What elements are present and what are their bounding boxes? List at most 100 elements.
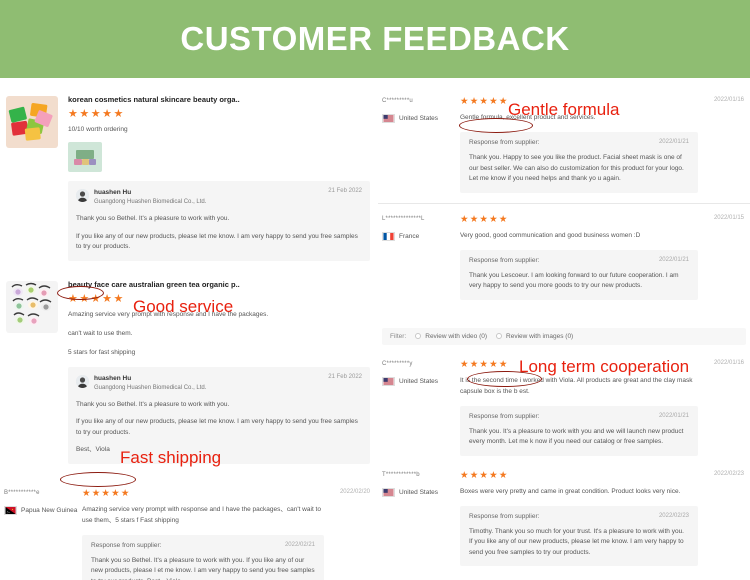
response-date: 2022/01/21 bbox=[658, 412, 689, 419]
product-title[interactable]: korean cosmetics natural skincare beauty… bbox=[68, 95, 240, 104]
review-text: It is the second time i worked with Viol… bbox=[460, 376, 693, 395]
rating-stars: ★★★★★ bbox=[460, 96, 509, 107]
reviewer-country: France bbox=[399, 232, 420, 240]
avatar bbox=[76, 189, 89, 202]
reviewer-username: C*********y bbox=[382, 360, 413, 367]
supplier-response: 2022/01/21 Response from supplier: Thank… bbox=[460, 132, 698, 193]
reviewer-identity: B***********e Papua New Guinea bbox=[4, 488, 82, 580]
review-text: Very good, good communication and good b… bbox=[460, 231, 641, 239]
responder-name: huashen Hu bbox=[94, 374, 132, 382]
filter-option-review-with-images[interactable]: Review with images (0) bbox=[496, 333, 573, 340]
response-title: Response from supplier: bbox=[469, 139, 540, 146]
reviewer-country: Papua New Guinea bbox=[21, 506, 78, 514]
rating-stars: ★★★★★ bbox=[460, 469, 509, 481]
annotation-fast-shipping: Fast shipping bbox=[120, 448, 222, 467]
rating-stars: ★★★★★ bbox=[68, 292, 125, 305]
supplier-response: 21 Feb 2022 huashen Hu Guangdong Huashen… bbox=[68, 366, 370, 464]
filter-label: Filter: bbox=[390, 332, 407, 340]
reviewer-country: United States bbox=[399, 115, 439, 122]
reviewer-country: United States bbox=[399, 377, 439, 385]
review-text: 10/10 worth ordering bbox=[68, 126, 128, 133]
response-paragraph: Thank you so Bethel. It's a pleasure to … bbox=[76, 215, 230, 222]
reviewer-identity: C*********u United States bbox=[382, 96, 460, 197]
response-date: 2022/01/21 bbox=[658, 139, 689, 145]
rating-stars: ★★★★★ bbox=[82, 487, 131, 499]
filter-option-label: Review with video (0) bbox=[425, 332, 488, 340]
response-paragraph: Thank you so Bethel. It's a pleasure to … bbox=[76, 400, 230, 408]
response-text: Thank you. It's a pleasure to work with … bbox=[469, 427, 684, 446]
response-title: Response from supplier: bbox=[91, 541, 162, 549]
review-text-line: Amazing service very prompt with respons… bbox=[68, 310, 269, 318]
rating-stars: ★★★★★ bbox=[460, 213, 509, 225]
review-card: L**************L France 2022/01/15 ★★★★★… bbox=[378, 204, 750, 310]
reviewer-username: C*********u bbox=[382, 98, 413, 104]
annotation-gentle-formula: Gentle formula bbox=[508, 100, 620, 119]
review-card: T************b United States 2022/02/23 … bbox=[378, 466, 750, 577]
response-title: Response from supplier: bbox=[469, 512, 540, 520]
review-date: 2022/02/20 bbox=[339, 488, 370, 495]
reviewer-username: B***********e bbox=[4, 489, 40, 496]
response-text: Thank you Lescoeur. I am looking forward… bbox=[469, 271, 679, 290]
review-card: C*********y United States 2022/01/16 ★★★… bbox=[378, 345, 750, 466]
review-text: Boxes were very pretty and came in great… bbox=[460, 487, 681, 495]
supplier-response: 21 Feb 2022 huashen Hu Guangdong Huashen… bbox=[68, 181, 370, 261]
review-date: 2022/01/16 bbox=[713, 359, 744, 366]
review-card: C*********u United States 2022/01/16 ★★★… bbox=[378, 86, 750, 204]
response-date: 2022/02/23 bbox=[658, 512, 689, 519]
response-title: Response from supplier: bbox=[469, 256, 540, 264]
filter-option-review-with-video[interactable]: Review with video (0) bbox=[415, 333, 487, 340]
reviewer-username: T************b bbox=[382, 471, 420, 478]
left-review-column: korean cosmetics natural skincare beauty… bbox=[0, 86, 376, 580]
response-text: Timothy. Thank you so much for your trus… bbox=[469, 527, 684, 556]
reviewer-identity: L**************L France bbox=[382, 214, 460, 304]
review-card: korean cosmetics natural skincare beauty… bbox=[0, 86, 376, 265]
review-text-line: can't wait to use them. bbox=[68, 329, 133, 337]
product-thumbnail-image bbox=[6, 96, 58, 148]
filter-bar: Filter: Review with video (0) Review wit… bbox=[382, 327, 746, 345]
checkbox-icon[interactable] bbox=[496, 333, 503, 339]
product-thumbnail-wrap bbox=[6, 279, 64, 464]
response-text: Thank you. Happy to see you like the pro… bbox=[469, 154, 684, 182]
flag-icon-us bbox=[382, 487, 395, 497]
response-text: Thank you so Bethel. It's a pleasure to … bbox=[91, 556, 315, 580]
review-text: Amazing service very prompt with respons… bbox=[82, 505, 321, 524]
review-date: 2022/01/15 bbox=[713, 214, 744, 221]
reviewer-identity: T************b United States bbox=[382, 470, 460, 571]
rating-stars: ★★★★★ bbox=[68, 108, 125, 120]
reviewer-username: L**************L bbox=[382, 215, 425, 222]
supplier-response: 2022/01/21 Response from supplier: Thank… bbox=[460, 249, 698, 300]
page-title: CUSTOMER FEEDBACK bbox=[180, 20, 570, 57]
review-date: 2022/02/23 bbox=[713, 470, 744, 477]
flag-icon-us bbox=[382, 376, 395, 386]
response-paragraph: Best、Viola bbox=[76, 446, 110, 453]
response-date: 2022/01/21 bbox=[658, 256, 689, 263]
response-paragraph: If you like any of our new products, ple… bbox=[76, 232, 358, 251]
response-date: 21 Feb 2022 bbox=[328, 188, 362, 194]
review-text: Gentle formula, excellent product and se… bbox=[460, 114, 596, 121]
product-thumbnail-image bbox=[6, 280, 58, 333]
review-photo[interactable] bbox=[68, 142, 102, 172]
annotation-long-term-cooperation: Long term cooperation bbox=[519, 357, 690, 376]
checkbox-icon[interactable] bbox=[415, 333, 422, 339]
annotation-good-service: Good service bbox=[133, 297, 234, 316]
review-card: B***********e Papua New Guinea 2022/0 bbox=[0, 478, 376, 580]
review-text-line: 5 stars for fast shipping bbox=[68, 348, 136, 356]
reviewer-country: United States bbox=[399, 488, 439, 496]
flag-icon-pg bbox=[4, 505, 17, 515]
review-card: beauty face care australian green tea or… bbox=[0, 271, 376, 468]
responder-name: huashen Hu bbox=[94, 189, 132, 196]
review-date: 2022/01/16 bbox=[713, 97, 744, 103]
response-date: 2022/02/21 bbox=[284, 541, 315, 548]
responder-company: Guangdong Huashen Biomedical Co., Ltd. bbox=[94, 199, 207, 205]
filter-option-label: Review with images (0) bbox=[506, 332, 574, 340]
reviewer-identity: C*********y United States bbox=[382, 359, 460, 460]
product-title[interactable]: beauty face care australian green tea or… bbox=[68, 279, 240, 289]
responder-company: Guangdong Huashen Biomedical Co., Ltd. bbox=[94, 384, 207, 391]
flag-icon-fr bbox=[382, 231, 395, 241]
rating-stars: ★★★★★ bbox=[460, 358, 509, 370]
avatar bbox=[76, 374, 89, 388]
response-title: Response from supplier: bbox=[469, 412, 540, 420]
supplier-response: 2022/01/21 Response from supplier: Thank… bbox=[460, 405, 698, 456]
flag-icon-us bbox=[382, 114, 395, 123]
